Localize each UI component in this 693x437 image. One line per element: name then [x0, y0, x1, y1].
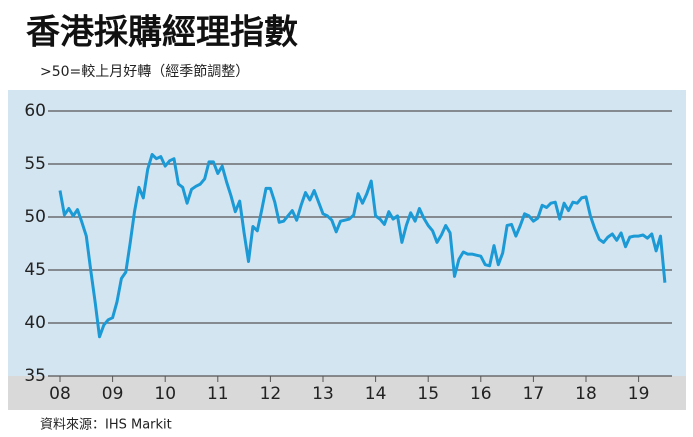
x-tick-label: 14	[365, 384, 387, 404]
x-tick-label: 10	[154, 384, 176, 404]
x-tick-label: 17	[523, 384, 545, 404]
x-tick-label: 08	[49, 384, 71, 404]
source: 資料來源：IHS Markit	[40, 418, 172, 433]
data-line	[58, 153, 667, 339]
x-axis-band	[8, 376, 686, 410]
x-tick-label: 09	[102, 384, 124, 404]
x-tick-label: 18	[575, 384, 597, 404]
y-tick-label: 35	[24, 366, 46, 386]
x-tick-label: 13	[312, 384, 334, 404]
chart-subtitle: >50=較上月好轉（經季節調整）	[40, 63, 249, 80]
y-tick-label: 45	[24, 260, 46, 280]
y-tick-label: 55	[24, 154, 46, 174]
plot-area	[8, 90, 686, 376]
y-tick-label: 60	[24, 101, 46, 121]
chart-title: 香港採購經理指數	[26, 13, 298, 53]
x-tick-label: 12	[260, 384, 282, 404]
x-tick-label: 11	[207, 384, 229, 404]
y-tick-label: 40	[24, 313, 46, 333]
y-tick-label: 50	[24, 207, 46, 227]
x-tick-label: 19	[628, 384, 650, 404]
x-tick-label: 15	[417, 384, 439, 404]
x-tick-label: 16	[470, 384, 492, 404]
